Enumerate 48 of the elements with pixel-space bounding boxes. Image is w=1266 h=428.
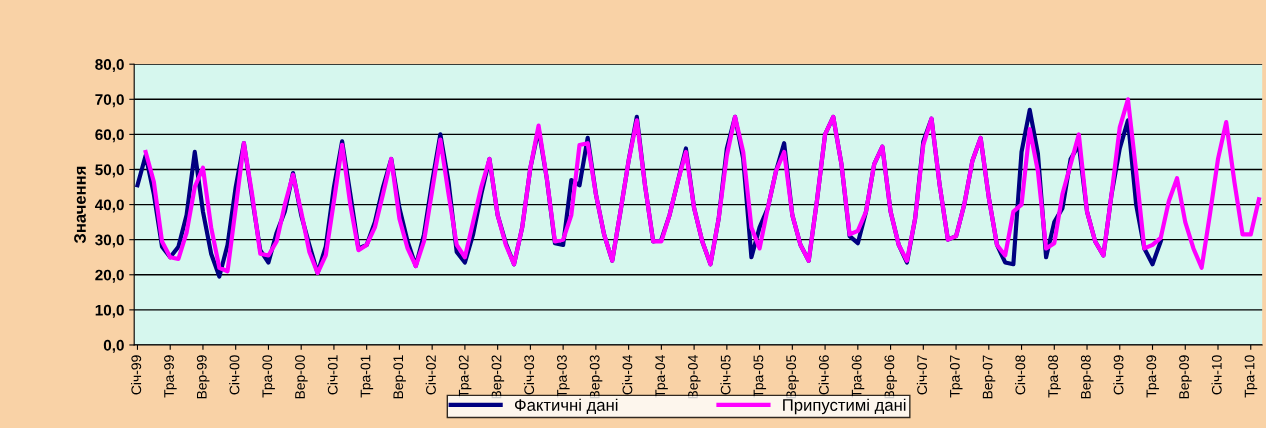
y-tick-label: 60,0 [95,129,124,143]
x-tick-label: Вер-03 [589,355,603,399]
x-tick-label: Січ-04 [622,355,633,395]
x-tick-label: Тра-07 [949,355,963,398]
x-tick-label: Тра-03 [557,355,570,398]
x-tick-label: Вер-09 [1179,355,1192,399]
x-tick-label: Вер-99 [196,355,210,399]
x-tick-label: Вер-05 [786,355,799,399]
x-tick-label: Січ-10 [1211,355,1222,395]
legend-label: Припустимі дані [783,398,906,415]
x-tick-label: Січ-05 [720,355,731,395]
x-tick-label: Тра-02 [458,355,472,398]
x-tick-label: Тра-09 [1146,355,1159,398]
line-series [143,97,1262,276]
x-tick-label: Вер-08 [1080,355,1094,399]
y-tick-label: 10,0 [95,304,124,318]
legend-label: Фактичні дані [514,398,618,415]
x-tick-label: Січ-06 [818,355,829,395]
x-tick-label: Тра-06 [851,355,865,398]
x-tick-label: Вер-02 [491,355,505,399]
x-tick-label: Тра-08 [1048,355,1061,398]
x-tick-label: Січ-02 [425,355,436,395]
x-tick-label: Тра-00 [262,355,275,398]
x-tick-label: Вер-01 [393,355,406,399]
y-tick-label: 0,0 [103,339,124,353]
x-tick-label: Січ-07 [916,355,928,395]
x-tick-label: Січ-01 [327,355,338,395]
x-tick-label: Січ-00 [229,355,240,395]
x-tick-label: Тра-10 [1244,355,1258,398]
x-tick-label: Січ-03 [523,355,535,395]
y-axis-title: Значення [74,166,86,244]
x-tick-label: Тра-05 [753,355,767,398]
x-tick-label: Тра-04 [655,355,668,398]
y-tick-label: 70,0 [95,94,124,108]
x-tick-label: Вер-06 [884,355,898,399]
x-tick-label: Тра-01 [360,355,374,398]
x-tick-label: Січ-09 [1113,355,1124,395]
y-tick-label: 80,0 [95,59,124,73]
y-tick-label: 40,0 [94,199,124,213]
x-tick-label: Січ-99 [131,355,142,395]
x-tick-label: Вер-04 [688,355,701,399]
x-tick-label: Вер-00 [295,355,308,399]
x-tick-label: Січ-08 [1015,355,1026,395]
x-tick-label: Тра-99 [164,355,177,398]
y-tick-label: 50,0 [95,164,124,178]
y-tick-label: 30,0 [95,234,124,248]
x-tick-label: Вер-07 [982,355,996,399]
y-tick-label: 20,0 [95,269,124,283]
